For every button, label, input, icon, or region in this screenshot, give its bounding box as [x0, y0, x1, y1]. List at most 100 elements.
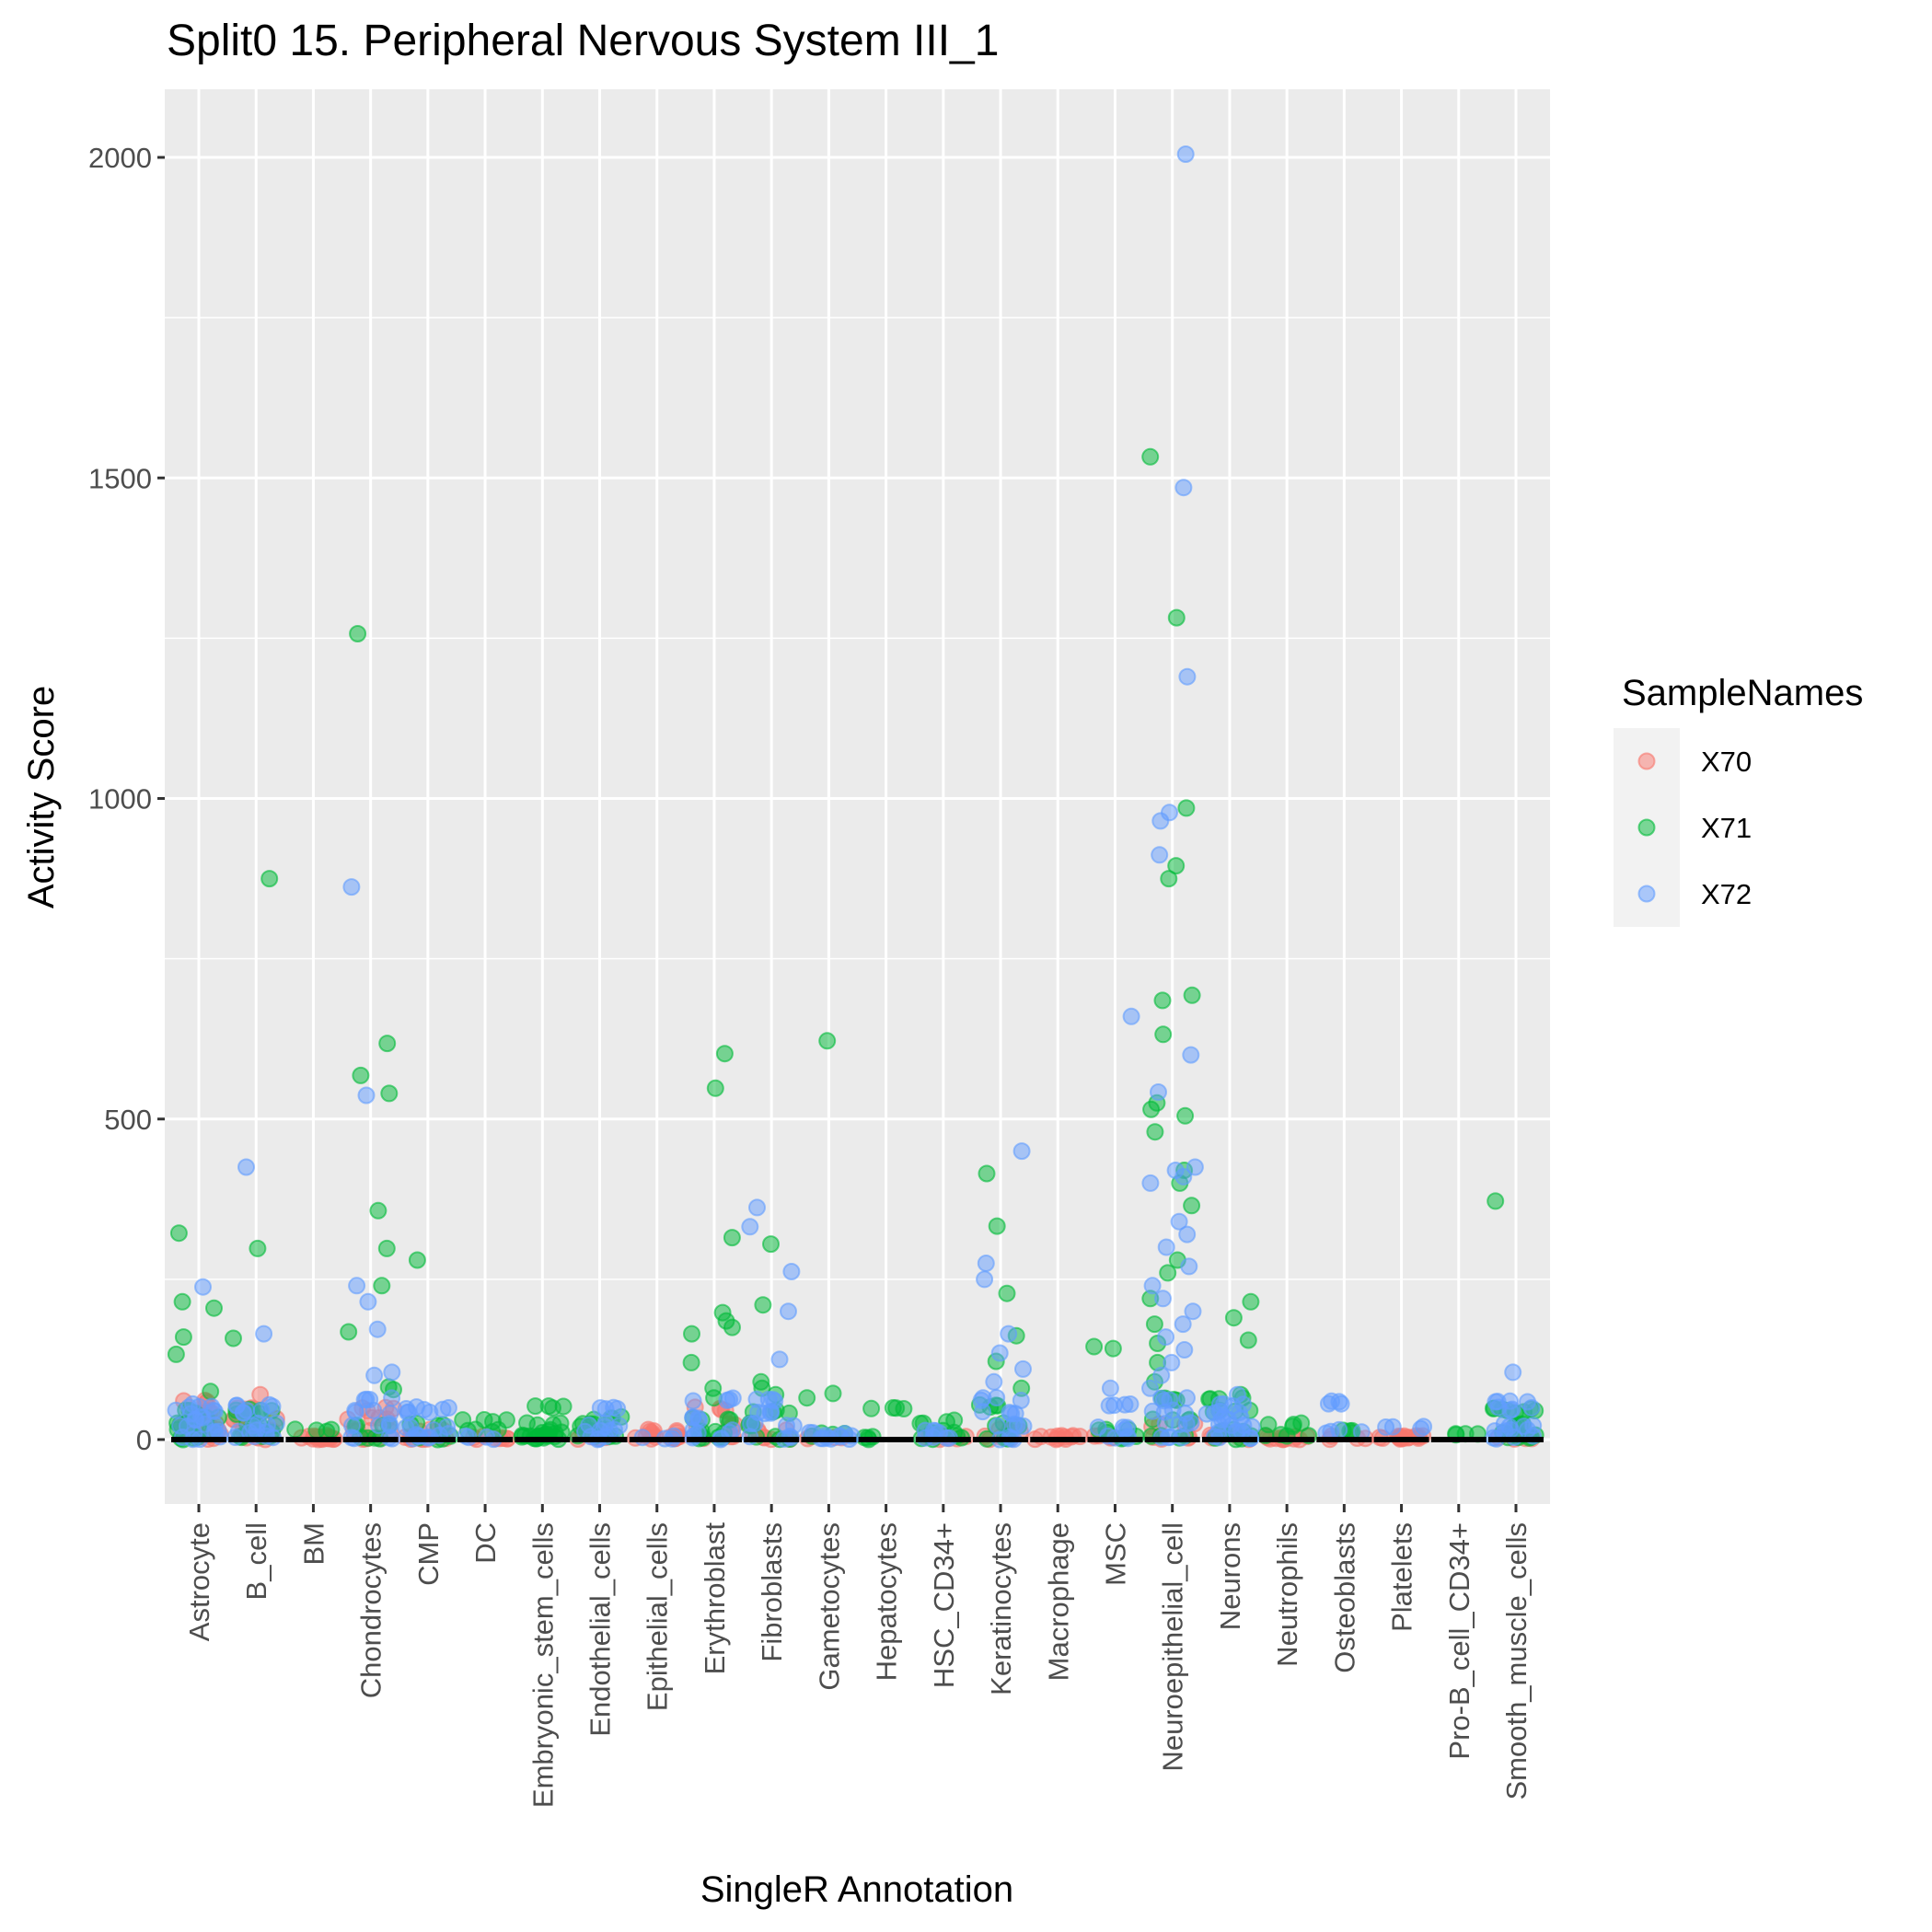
data-point-x72 — [1143, 1402, 1162, 1420]
data-point-x72 — [365, 1366, 384, 1384]
data-point-x71 — [1145, 1315, 1163, 1334]
grid-minor — [165, 317, 1550, 1280]
x-tick-label: Neurons — [1214, 1522, 1246, 1630]
data-point-x71 — [723, 1229, 741, 1247]
legend-label: X71 — [1701, 812, 1752, 844]
data-point-x71 — [1154, 1025, 1173, 1044]
data-point-x71 — [988, 1217, 1006, 1235]
data-point-x71 — [307, 1421, 326, 1440]
data-point-x72 — [194, 1278, 212, 1296]
data-point-x71 — [824, 1384, 842, 1403]
data-point-x72 — [1178, 1389, 1196, 1407]
boxplot-median — [1373, 1437, 1429, 1442]
legend: SampleNames X70 X71 X72 — [1614, 673, 1863, 927]
data-point-x72 — [608, 1400, 627, 1417]
x-tick-label: HSC_CD34+ — [928, 1522, 960, 1688]
data-point-x72 — [1141, 1174, 1160, 1192]
x-tick-label: Embryonic_stem_cells — [526, 1522, 559, 1808]
x-tick-label: Keratinocytes — [985, 1522, 1017, 1695]
data-point-x72 — [1182, 1046, 1200, 1064]
data-point-x72 — [255, 1325, 273, 1343]
data-point-x71 — [526, 1397, 545, 1416]
data-point-x72 — [1151, 812, 1170, 830]
data-point-x71 — [377, 1239, 396, 1257]
data-point-x72 — [237, 1158, 255, 1176]
boxplot-median — [285, 1437, 341, 1442]
data-point-x72 — [348, 1277, 366, 1295]
data-point-x71 — [174, 1328, 192, 1347]
y-tick-label: 1500 — [88, 462, 152, 494]
data-point-x72 — [439, 1399, 457, 1417]
data-point-x72 — [782, 1263, 801, 1280]
data-point-x72 — [1143, 1277, 1162, 1295]
data-point-x71 — [706, 1079, 724, 1097]
data-point-x71 — [798, 1389, 816, 1407]
data-point-x71 — [1141, 447, 1160, 466]
x-tick-label: Neutrophils — [1271, 1522, 1303, 1667]
x-tick-label: CMP — [412, 1522, 445, 1586]
boxplot-median — [973, 1437, 1029, 1442]
data-point-x71 — [762, 1235, 780, 1254]
legend-label: X72 — [1701, 878, 1752, 910]
data-point-x72 — [368, 1320, 387, 1338]
boxplot-median — [1144, 1437, 1200, 1442]
x-tick-label: MSC — [1099, 1522, 1131, 1586]
data-point-x71 — [202, 1382, 220, 1401]
data-point-x72 — [1170, 1212, 1188, 1231]
data-point-x72 — [1154, 1290, 1172, 1308]
data-point-x72 — [1415, 1417, 1433, 1436]
data-point-x71 — [322, 1420, 341, 1439]
data-point-x71 — [1183, 986, 1201, 1004]
data-point-x72 — [985, 1372, 1003, 1391]
data-point-x71 — [352, 1066, 370, 1084]
x-tick-label: Platelets — [1386, 1522, 1418, 1632]
data-point-x71 — [286, 1420, 305, 1439]
boxplot-median — [457, 1437, 514, 1442]
data-point-x71 — [978, 1164, 996, 1183]
data-point-x71 — [260, 870, 279, 888]
data-point-x72 — [1522, 1399, 1541, 1417]
data-point-x72 — [342, 878, 361, 897]
x-tick-label: Astrocyte — [183, 1522, 215, 1641]
data-point-x71 — [1167, 857, 1186, 875]
data-point-x72 — [1176, 145, 1195, 163]
data-point-x72 — [591, 1399, 609, 1417]
grid-major — [165, 89, 1550, 1504]
y-tick-label: 500 — [104, 1104, 152, 1136]
x-tick-label: Gametocytes — [813, 1522, 845, 1691]
data-point-x71 — [723, 1318, 741, 1336]
boxplot-median — [1259, 1437, 1315, 1442]
data-point-x71 — [862, 1399, 881, 1417]
data-point-x71 — [1487, 1192, 1505, 1210]
data-point-x72 — [1000, 1325, 1018, 1343]
y-tick-label: 1000 — [88, 783, 152, 816]
x-tick-label: Hepatocytes — [871, 1522, 903, 1681]
y-tick-label: 0 — [136, 1424, 152, 1456]
data-point-x72 — [1186, 1158, 1204, 1176]
legend-label: X70 — [1701, 746, 1752, 778]
legend-key-x72 — [1637, 885, 1656, 903]
data-point-x72 — [1012, 1142, 1031, 1161]
data-point-x72 — [1180, 1257, 1198, 1276]
boxplot-marks — [171, 1437, 1544, 1442]
boxplot-median — [171, 1437, 226, 1442]
x-tick-label: Epithelial_cells — [642, 1522, 674, 1711]
x-axis-title: SingleR Annotation — [700, 1869, 1013, 1910]
data-point-x72 — [1178, 1225, 1197, 1244]
data-point-x71 — [1160, 870, 1178, 888]
legend-title: SampleNames — [1622, 673, 1863, 713]
x-tick-label: Smooth_muscle_cells — [1500, 1522, 1533, 1800]
data-point-x71 — [754, 1296, 772, 1314]
y-tick-label: 2000 — [88, 142, 152, 174]
data-point-x71 — [1153, 991, 1172, 1010]
x-tick-label: DC — [469, 1522, 502, 1564]
data-point-x71 — [369, 1201, 388, 1220]
data-point-x72 — [1157, 1238, 1175, 1256]
data-point-x72 — [1014, 1359, 1032, 1378]
data-point-x71 — [1146, 1123, 1164, 1141]
boxplot-median — [1316, 1437, 1372, 1442]
x-tick-label: BM — [297, 1522, 330, 1566]
boxplot-median — [572, 1437, 628, 1442]
data-point-x72 — [761, 1403, 780, 1420]
data-point-x71 — [1104, 1339, 1122, 1358]
